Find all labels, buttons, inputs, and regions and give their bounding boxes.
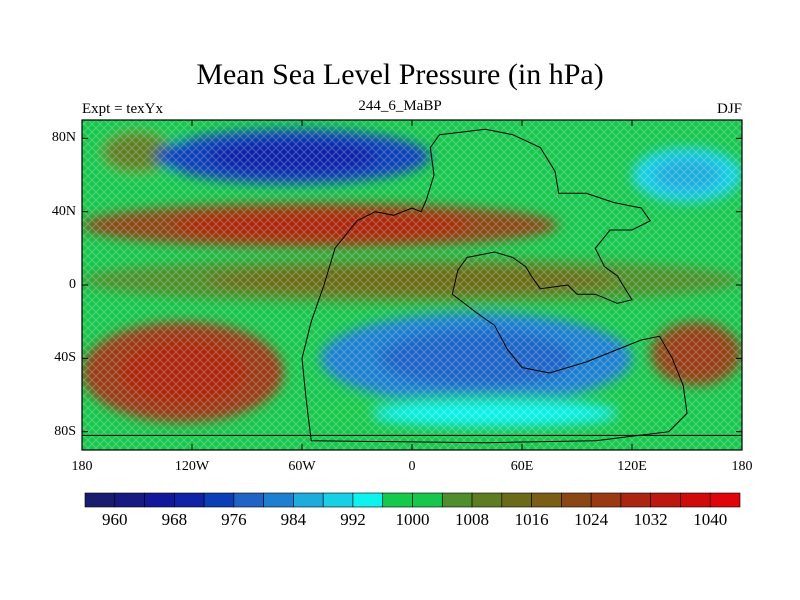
stipple-overlay [82, 120, 742, 450]
colorbar-box [174, 492, 205, 508]
colorbar-box [680, 492, 711, 508]
colorbar-label: 1032 [633, 510, 668, 529]
lat-label: 80N [51, 130, 76, 146]
colorbar-label: 984 [280, 510, 307, 529]
colorbar-box [84, 492, 116, 508]
lon-label: 60E [510, 459, 534, 474]
colorbar-label: 976 [221, 510, 247, 529]
lon-label: 120W [174, 459, 210, 474]
colorbar-label: 1008 [455, 510, 490, 529]
colorbar-box [322, 492, 354, 508]
colorbar-box [441, 492, 473, 508]
colorbar-box [263, 492, 294, 508]
colorbar-box [531, 492, 562, 508]
colorbar-label: 992 [340, 510, 366, 529]
colorbar-box [620, 492, 651, 508]
lon-label: 0 [408, 459, 416, 474]
lon-label: 120E [617, 459, 647, 474]
lat-label: 40S [54, 350, 76, 366]
colorbar-box [382, 492, 413, 508]
colorbar [84, 492, 741, 508]
lat-label: 0 [69, 277, 76, 292]
axis-ticks [81, 120, 743, 450]
lat-label: 40N [51, 203, 76, 219]
colorbar-box [352, 492, 384, 508]
colorbar-label: 1016 [514, 510, 549, 529]
colorbar-box [144, 492, 175, 508]
colorbar-box [501, 492, 532, 508]
colorbar-label: 1000 [395, 510, 430, 529]
colorbar-box [233, 492, 264, 508]
period-label: 244_6_MaBP [358, 98, 442, 114]
colorbar-box [412, 492, 443, 508]
colorbar-box [293, 492, 324, 508]
colorbar-label: 1040 [693, 510, 728, 529]
lat-label: 80S [54, 423, 76, 439]
coastline [301, 128, 688, 444]
colorbar-label: 1024 [574, 510, 609, 529]
colorbar-box [471, 492, 503, 508]
colorbar-box [114, 492, 145, 508]
lon-label: 180 [71, 459, 93, 474]
plot-title: Mean Sea Level Pressure (in hPa) [196, 58, 604, 91]
lon-label: 60W [288, 459, 316, 474]
colorbar-label: 960 [102, 510, 128, 529]
colorbar-box [590, 492, 622, 508]
season-label: DJF [716, 101, 742, 117]
colorbar-label: 968 [161, 510, 188, 529]
continent-outline [82, 128, 742, 444]
colorbar-box [561, 492, 592, 508]
experiment-label: Expt = texYx [82, 101, 163, 117]
colorbar-box [203, 492, 235, 508]
lon-label: 180 [731, 459, 753, 474]
colorbar-box [709, 492, 741, 508]
colorbar-box [650, 492, 681, 508]
